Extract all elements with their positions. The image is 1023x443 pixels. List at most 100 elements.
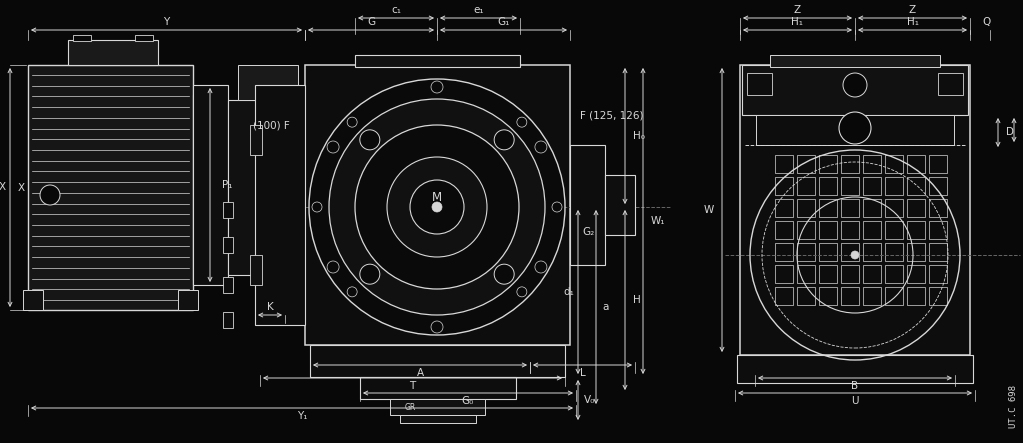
Circle shape (494, 130, 515, 150)
Bar (841, 221, 859, 239)
Text: Y₁: Y₁ (297, 411, 307, 421)
Text: H₁: H₁ (906, 17, 919, 27)
Bar (756, 115, 954, 145)
Bar (863, 265, 881, 283)
Text: G₀: G₀ (461, 396, 475, 406)
Text: B: B (851, 381, 858, 391)
Bar (819, 243, 837, 261)
Circle shape (517, 287, 527, 297)
Bar (819, 199, 837, 217)
Circle shape (535, 141, 547, 153)
Circle shape (360, 130, 380, 150)
Bar (770, 55, 940, 67)
Bar (310, 345, 565, 377)
Bar (747, 73, 772, 95)
Text: K: K (267, 302, 273, 312)
Text: Q: Q (982, 17, 990, 27)
Bar (797, 287, 815, 305)
Circle shape (432, 202, 442, 212)
Bar (797, 243, 815, 261)
Circle shape (843, 73, 868, 97)
Bar (863, 177, 881, 195)
Bar (885, 199, 903, 217)
Bar (305, 65, 570, 345)
Circle shape (387, 157, 487, 257)
Text: G: G (367, 17, 375, 27)
Circle shape (327, 261, 339, 273)
Circle shape (327, 141, 339, 153)
Circle shape (410, 180, 464, 234)
Bar (929, 177, 947, 195)
Bar (605, 175, 635, 235)
Text: (100) F: (100) F (254, 120, 290, 130)
Bar (775, 199, 793, 217)
Circle shape (851, 251, 859, 259)
Circle shape (552, 202, 562, 212)
Bar (841, 155, 859, 173)
Text: e₁: e₁ (474, 5, 484, 15)
Circle shape (347, 287, 357, 297)
Bar (863, 155, 881, 173)
Bar (907, 177, 925, 195)
Bar (775, 243, 793, 261)
Bar (863, 199, 881, 217)
Bar (907, 199, 925, 217)
Bar (250, 255, 262, 285)
Bar (929, 155, 947, 173)
Bar (907, 265, 925, 283)
Bar (797, 155, 815, 173)
Bar (819, 265, 837, 283)
Bar (775, 177, 793, 195)
Bar (740, 65, 970, 355)
Text: G₁: G₁ (497, 17, 509, 27)
Circle shape (432, 322, 442, 332)
Bar (885, 287, 903, 305)
Bar (223, 202, 233, 218)
Text: d₁: d₁ (563, 287, 574, 297)
Bar (841, 199, 859, 217)
Bar (819, 221, 837, 239)
Bar (885, 177, 903, 195)
Text: X: X (18, 183, 26, 193)
Bar (178, 290, 198, 310)
Circle shape (431, 321, 443, 333)
Bar (193, 85, 228, 285)
Text: c₁: c₁ (391, 5, 401, 15)
Circle shape (431, 81, 443, 93)
Bar (775, 221, 793, 239)
Text: X: X (0, 182, 6, 192)
Bar (907, 243, 925, 261)
Circle shape (312, 202, 322, 212)
Bar (135, 35, 153, 41)
Bar (223, 277, 233, 293)
Bar (797, 177, 815, 195)
Bar (885, 265, 903, 283)
Bar (570, 145, 605, 265)
Bar (390, 399, 485, 415)
Bar (938, 73, 963, 95)
Bar (775, 265, 793, 283)
Text: D: D (1006, 127, 1014, 137)
Circle shape (309, 79, 565, 335)
Bar (797, 199, 815, 217)
Bar (907, 287, 925, 305)
Text: W₁: W₁ (651, 216, 666, 226)
Text: L: L (580, 368, 585, 378)
Bar (841, 243, 859, 261)
Bar (73, 35, 91, 41)
Bar (863, 243, 881, 261)
Bar (775, 155, 793, 173)
Bar (885, 243, 903, 261)
Bar (355, 55, 520, 67)
Bar (193, 95, 211, 280)
Text: P₁: P₁ (222, 180, 232, 190)
Circle shape (347, 117, 357, 127)
Bar (28, 65, 193, 310)
Text: H: H (633, 295, 640, 305)
Bar (841, 177, 859, 195)
Circle shape (432, 82, 442, 92)
Bar (250, 125, 262, 155)
Bar (819, 287, 837, 305)
Text: G₂: G₂ (582, 227, 594, 237)
Bar (360, 377, 516, 399)
